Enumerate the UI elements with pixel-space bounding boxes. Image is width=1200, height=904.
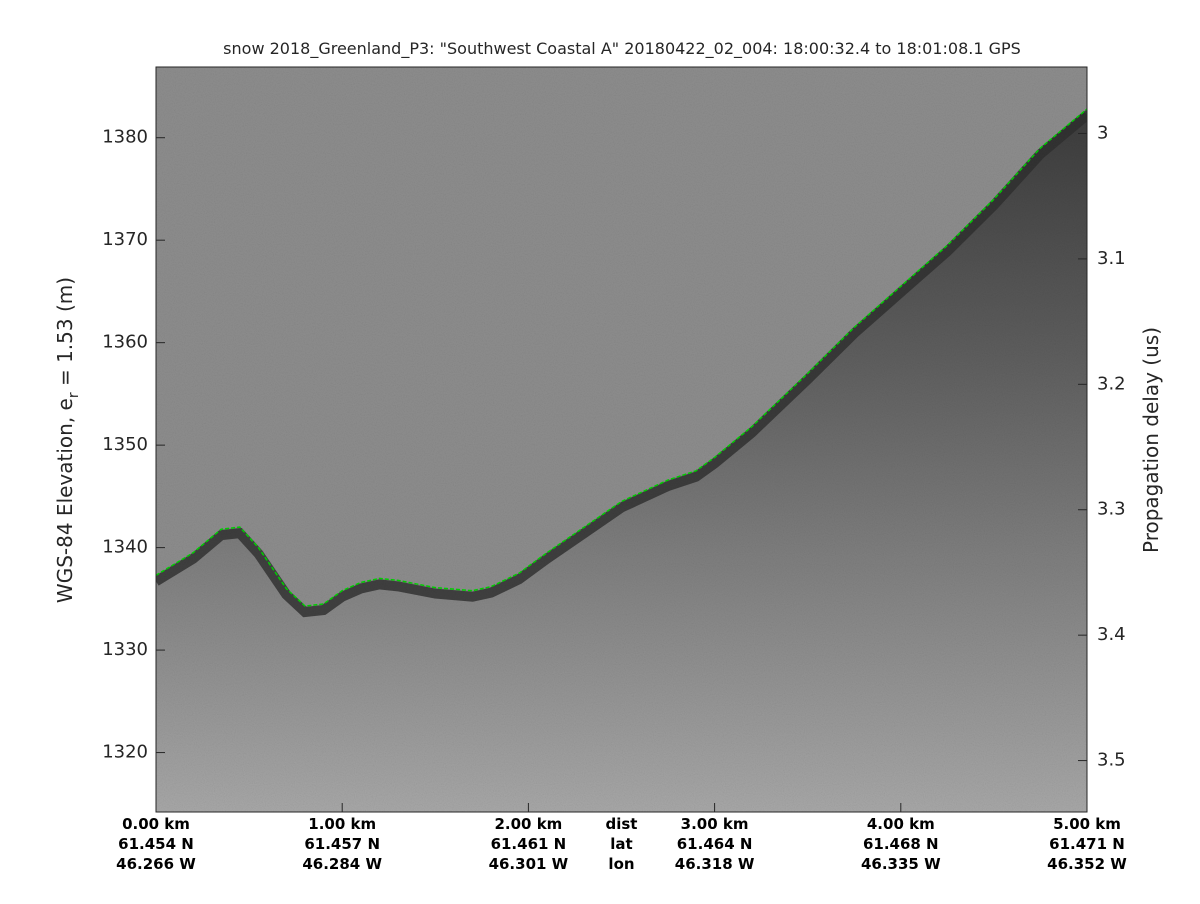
y2-tick-label: 3.3	[1097, 499, 1126, 520]
y-tick-label: 1380	[102, 127, 148, 148]
y2-tick-label: 3.1	[1097, 248, 1126, 269]
lon-label: 46.335 W	[861, 855, 941, 873]
y-axis-label: WGS-84 Elevation, er = 1.53 (m)	[53, 277, 82, 603]
row-label: lon	[608, 855, 634, 873]
x-tick-label: 5.00 km	[1053, 815, 1121, 833]
lat-label: 61.454 N	[118, 835, 194, 853]
y-tick-label: 1340	[102, 537, 148, 558]
y2-tick-label: 3.5	[1097, 750, 1126, 771]
lat-label: 61.461 N	[491, 835, 567, 853]
lat-label: 61.457 N	[304, 835, 380, 853]
lat-label: 61.468 N	[863, 835, 939, 853]
y-label-part: WGS-84 Elevation, e	[53, 398, 77, 603]
y-tick-label: 1320	[102, 742, 148, 763]
row-label: dist	[606, 815, 638, 833]
y-label-part: = 1.53 (m)	[53, 277, 77, 392]
x-tick-label: 3.00 km	[681, 815, 749, 833]
y2-tick-label: 3	[1097, 122, 1108, 143]
y-tick-label: 1370	[102, 229, 148, 250]
lat-label: 61.464 N	[677, 835, 753, 853]
lon-label: 46.266 W	[116, 855, 196, 873]
y-label-subscript: r	[66, 392, 82, 398]
lat-label: 61.471 N	[1049, 835, 1125, 853]
chart-title: snow 2018_Greenland_P3: "Southwest Coast…	[223, 39, 1021, 59]
y-tick-label: 1330	[102, 639, 148, 660]
lon-label: 46.301 W	[489, 855, 569, 873]
plot-area	[156, 67, 1087, 812]
y2-axis-label: Propagation delay (us)	[1139, 327, 1163, 553]
surface-line	[156, 108, 1087, 607]
lon-label: 46.352 W	[1047, 855, 1127, 873]
y-tick-label: 1350	[102, 434, 148, 455]
y2-tick-label: 3.4	[1097, 624, 1126, 645]
plot-frame	[155, 66, 1088, 813]
lon-label: 46.284 W	[302, 855, 382, 873]
y-tick-label: 1360	[102, 332, 148, 353]
speckle-noise	[156, 67, 1087, 812]
x-tick-label: 1.00 km	[308, 815, 376, 833]
row-label: lat	[610, 835, 632, 853]
x-tick-label: 4.00 km	[867, 815, 935, 833]
x-tick-label: 0.00 km	[122, 815, 190, 833]
x-tick-label: 2.00 km	[494, 815, 562, 833]
y2-tick-label: 3.2	[1097, 373, 1126, 394]
lon-label: 46.318 W	[675, 855, 755, 873]
